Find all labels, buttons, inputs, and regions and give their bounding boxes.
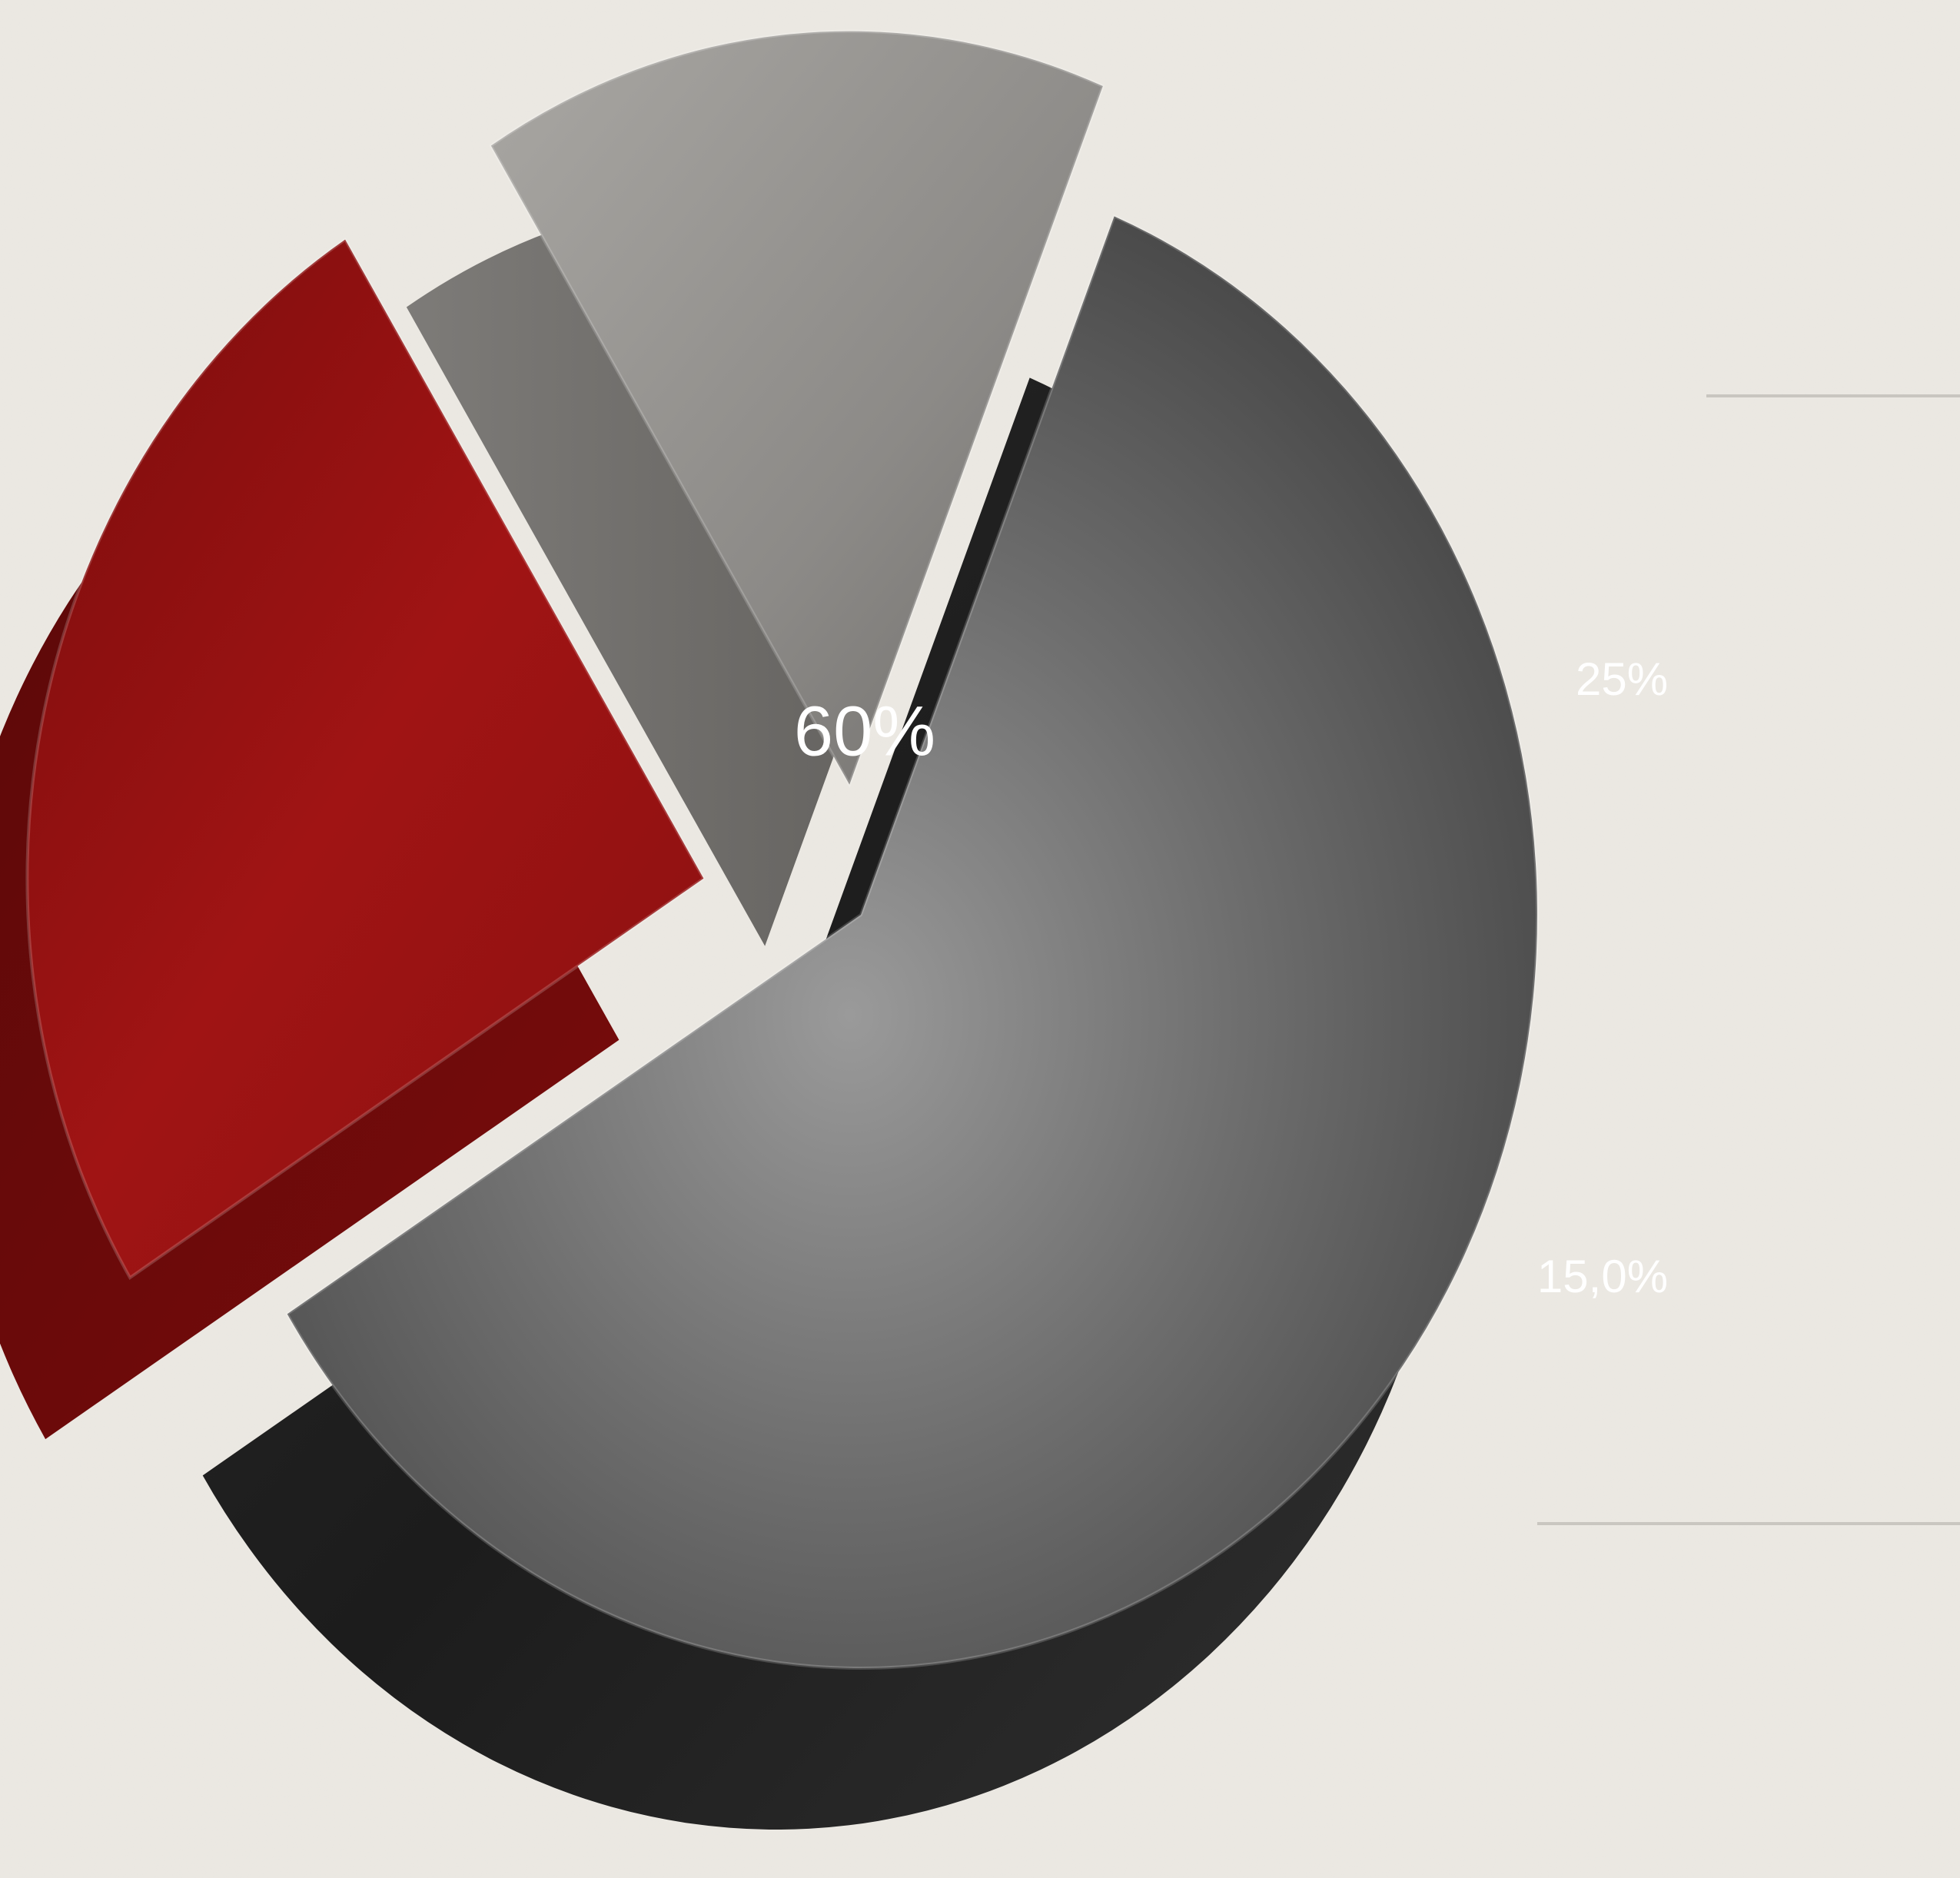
pie-slice-top-3	[489, 29, 1105, 789]
pie-slice-top-2	[25, 237, 706, 1280]
pie-slice-label-2: 25%	[1576, 653, 1668, 705]
pie-slice-top-1	[285, 214, 1539, 1670]
pie-slice-3	[406, 29, 1105, 946]
pie-slice-label-3: 15,0%	[1537, 1251, 1668, 1302]
pie-slice-2	[0, 237, 706, 1440]
pie-slice-label-1: 60%	[794, 692, 935, 770]
pie-slice-1	[202, 214, 1539, 1830]
